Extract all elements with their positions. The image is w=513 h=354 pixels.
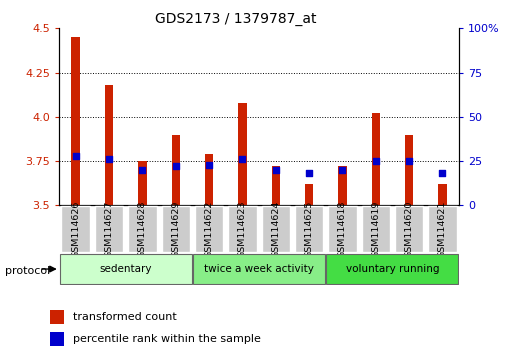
- FancyBboxPatch shape: [326, 255, 459, 284]
- Text: transformed count: transformed count: [73, 312, 176, 322]
- Bar: [171, 135, 180, 205]
- Bar: [138, 161, 147, 205]
- Text: GSM114621: GSM114621: [438, 200, 447, 258]
- Bar: [271, 166, 280, 205]
- Bar: [338, 166, 347, 205]
- FancyBboxPatch shape: [428, 206, 457, 252]
- FancyBboxPatch shape: [228, 206, 256, 252]
- Point: [71, 153, 80, 159]
- Point: [138, 167, 146, 173]
- Text: GSM114629: GSM114629: [171, 200, 180, 258]
- Point: [338, 167, 346, 173]
- FancyBboxPatch shape: [262, 206, 290, 252]
- Text: GSM114627: GSM114627: [105, 200, 113, 258]
- Bar: [50, 332, 64, 346]
- Text: GSM114622: GSM114622: [205, 200, 213, 258]
- FancyBboxPatch shape: [162, 206, 190, 252]
- Bar: [405, 135, 413, 205]
- Text: GDS2173 / 1379787_at: GDS2173 / 1379787_at: [155, 12, 317, 27]
- FancyBboxPatch shape: [295, 206, 323, 252]
- Point: [238, 156, 246, 162]
- Text: GSM114620: GSM114620: [405, 200, 413, 258]
- Text: GSM114619: GSM114619: [371, 200, 380, 258]
- Point: [438, 171, 446, 176]
- Text: protocol: protocol: [5, 266, 50, 276]
- FancyBboxPatch shape: [62, 206, 90, 252]
- Text: twice a week activity: twice a week activity: [204, 264, 314, 274]
- Bar: [205, 154, 213, 205]
- Point: [271, 167, 280, 173]
- Text: GSM114618: GSM114618: [338, 200, 347, 258]
- Bar: [238, 103, 247, 205]
- Text: percentile rank within the sample: percentile rank within the sample: [73, 334, 261, 344]
- Text: GSM114625: GSM114625: [305, 200, 313, 258]
- FancyBboxPatch shape: [128, 206, 156, 252]
- Point: [405, 158, 413, 164]
- FancyBboxPatch shape: [195, 206, 223, 252]
- Text: GSM114623: GSM114623: [238, 200, 247, 258]
- FancyBboxPatch shape: [328, 206, 357, 252]
- Text: GSM114626: GSM114626: [71, 200, 80, 258]
- FancyBboxPatch shape: [60, 255, 192, 284]
- Point: [171, 164, 180, 169]
- Bar: [71, 37, 80, 205]
- Text: voluntary running: voluntary running: [346, 264, 439, 274]
- Text: sedentary: sedentary: [100, 264, 152, 274]
- Point: [205, 162, 213, 167]
- Point: [305, 171, 313, 176]
- Bar: [371, 113, 380, 205]
- Text: GSM114628: GSM114628: [138, 200, 147, 258]
- Bar: [50, 310, 64, 324]
- Bar: [105, 85, 113, 205]
- FancyBboxPatch shape: [362, 206, 390, 252]
- Point: [105, 156, 113, 162]
- FancyBboxPatch shape: [95, 206, 123, 252]
- Point: [371, 158, 380, 164]
- FancyBboxPatch shape: [395, 206, 423, 252]
- FancyBboxPatch shape: [193, 255, 325, 284]
- Bar: [438, 184, 447, 205]
- Text: GSM114624: GSM114624: [271, 200, 280, 258]
- Bar: [305, 184, 313, 205]
